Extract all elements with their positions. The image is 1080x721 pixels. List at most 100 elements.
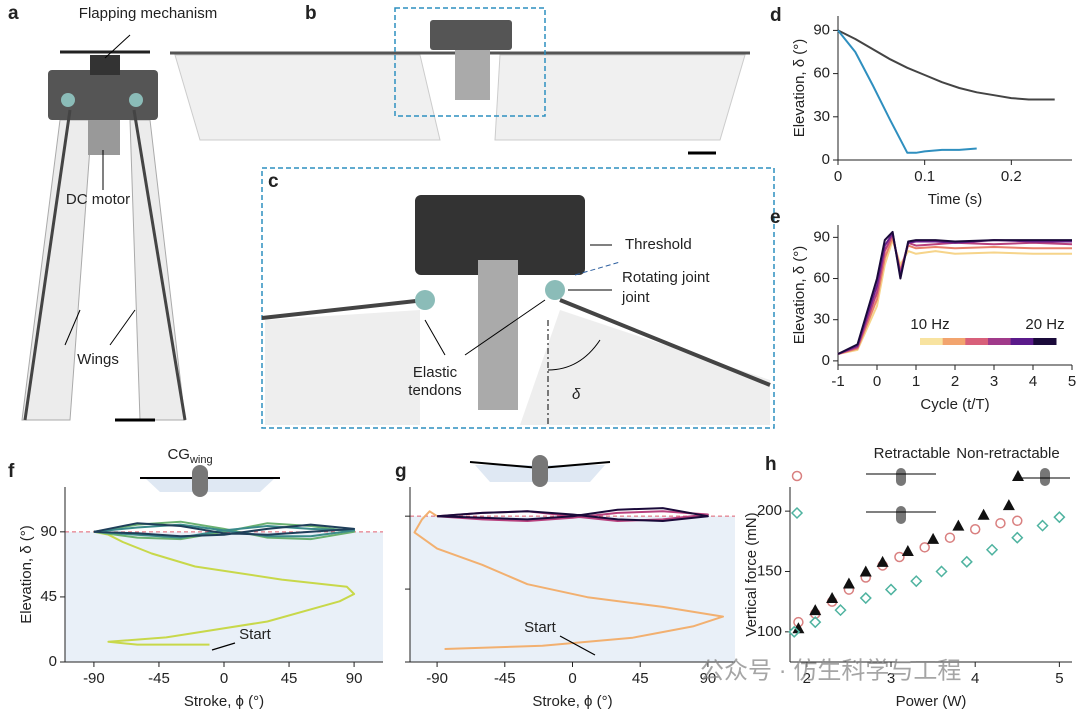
y-tick-label: 45 bbox=[40, 588, 57, 605]
point bbox=[1011, 531, 1024, 544]
legend-marker bbox=[790, 506, 804, 520]
x-tick-label: -45 bbox=[148, 670, 170, 687]
y-tick-label: 100 bbox=[757, 623, 782, 640]
colorbar-segment bbox=[942, 338, 966, 345]
x-tick-label: 0.1 bbox=[914, 168, 935, 185]
colorbar-label: 10 Hz bbox=[910, 316, 949, 333]
colorbar-segment bbox=[1033, 338, 1057, 345]
annotation: CGwing bbox=[167, 446, 212, 466]
label: Flapping mechanism bbox=[79, 5, 217, 22]
point bbox=[834, 604, 847, 617]
line bbox=[837, 239, 1072, 355]
y-tick-label: 30 bbox=[813, 108, 830, 125]
annotation-arrow bbox=[211, 642, 236, 651]
x-tick-label: 90 bbox=[700, 670, 717, 687]
y-tick-label: 90 bbox=[813, 228, 830, 245]
point bbox=[927, 532, 940, 544]
colorbar-segment bbox=[988, 338, 1012, 345]
point bbox=[935, 565, 948, 578]
x-tick-label: -90 bbox=[426, 670, 448, 687]
x-tick-label: 3 bbox=[990, 373, 998, 390]
panel-letter: d bbox=[770, 5, 782, 26]
watermark: 公众号 · 仿生科学与工程 bbox=[700, 657, 961, 684]
y-axis-label: Elevation, δ (°) bbox=[791, 246, 808, 345]
x-tick-label: 0 bbox=[568, 670, 576, 687]
label: Threshold bbox=[625, 236, 692, 253]
point bbox=[809, 604, 822, 616]
line bbox=[93, 523, 356, 539]
line bbox=[437, 507, 709, 522]
point bbox=[792, 622, 805, 634]
panel-letter: f bbox=[8, 461, 15, 482]
x-tick-label: 45 bbox=[632, 670, 649, 687]
point bbox=[859, 565, 872, 577]
annotation-text: CG bbox=[167, 446, 190, 463]
colorbar-segment bbox=[920, 338, 944, 345]
point bbox=[826, 592, 839, 604]
x-tick-label: 4 bbox=[971, 670, 979, 687]
point bbox=[894, 551, 905, 563]
panel-letter: g bbox=[395, 461, 407, 482]
point bbox=[969, 523, 981, 535]
y-tick-label: 90 bbox=[40, 523, 57, 540]
x-tick-label: 0 bbox=[873, 373, 881, 390]
x-tick-label: 3 bbox=[887, 670, 895, 687]
point bbox=[960, 555, 973, 568]
colorbar-segment bbox=[1010, 338, 1034, 345]
x-tick-label: -90 bbox=[83, 670, 105, 687]
y-tick-label: 0 bbox=[822, 151, 830, 168]
x-axis-label: Cycle (t/T) bbox=[920, 396, 989, 413]
x-tick-label: 1 bbox=[912, 373, 920, 390]
x-tick-label: 0 bbox=[220, 670, 228, 687]
y-tick-label: 200 bbox=[757, 502, 782, 519]
x-tick-label: 0.2 bbox=[1001, 168, 1022, 185]
label: joint bbox=[621, 289, 650, 306]
colorbar-label: 20 Hz bbox=[1025, 316, 1064, 333]
y-tick-label: 90 bbox=[813, 21, 830, 38]
x-tick-label: -1 bbox=[831, 373, 844, 390]
line bbox=[93, 530, 356, 646]
panel-letter: h bbox=[765, 454, 777, 475]
point bbox=[788, 625, 801, 638]
line bbox=[837, 230, 1072, 355]
robot-top-view bbox=[170, 7, 750, 155]
wing-schematics bbox=[140, 455, 1070, 524]
line bbox=[413, 510, 724, 650]
point bbox=[919, 542, 930, 553]
label: δ bbox=[572, 386, 581, 403]
legend-marker bbox=[1012, 470, 1024, 481]
point bbox=[977, 508, 990, 520]
annotation: Start bbox=[239, 626, 272, 643]
line bbox=[837, 29, 977, 154]
x-tick-label: 45 bbox=[281, 670, 298, 687]
point bbox=[884, 583, 898, 596]
point bbox=[910, 575, 923, 588]
label: tendons bbox=[408, 382, 461, 399]
y-tick-label: 30 bbox=[813, 311, 830, 328]
x-tick-label: 5 bbox=[1055, 670, 1063, 687]
point bbox=[952, 519, 965, 531]
y-axis-label: Vertical force (mN) bbox=[743, 512, 760, 636]
x-tick-label: 5 bbox=[1068, 373, 1076, 390]
annotation-arrow bbox=[559, 635, 596, 656]
panel-letter: a bbox=[8, 3, 19, 24]
legend-heading: Non-retractable bbox=[956, 445, 1059, 462]
panel-letter: c bbox=[268, 171, 279, 192]
colorbar-segment bbox=[965, 338, 989, 345]
line bbox=[837, 29, 1055, 101]
x-tick-label: 0 bbox=[834, 168, 842, 185]
annotation-text: Start bbox=[239, 626, 272, 643]
label: Elastic bbox=[413, 364, 458, 381]
y-tick-label: 150 bbox=[757, 562, 782, 579]
point bbox=[1002, 499, 1015, 511]
shaded-region bbox=[410, 516, 735, 662]
y-tick-label: 60 bbox=[813, 65, 830, 82]
point bbox=[809, 616, 822, 629]
point bbox=[859, 591, 872, 605]
y-tick-label: 0 bbox=[49, 653, 57, 670]
x-tick-label: 4 bbox=[1029, 373, 1037, 390]
x-axis-label: Time (s) bbox=[928, 191, 982, 208]
annotation-text: Start bbox=[524, 619, 557, 636]
label: Wings bbox=[77, 351, 119, 368]
point bbox=[995, 517, 1006, 529]
